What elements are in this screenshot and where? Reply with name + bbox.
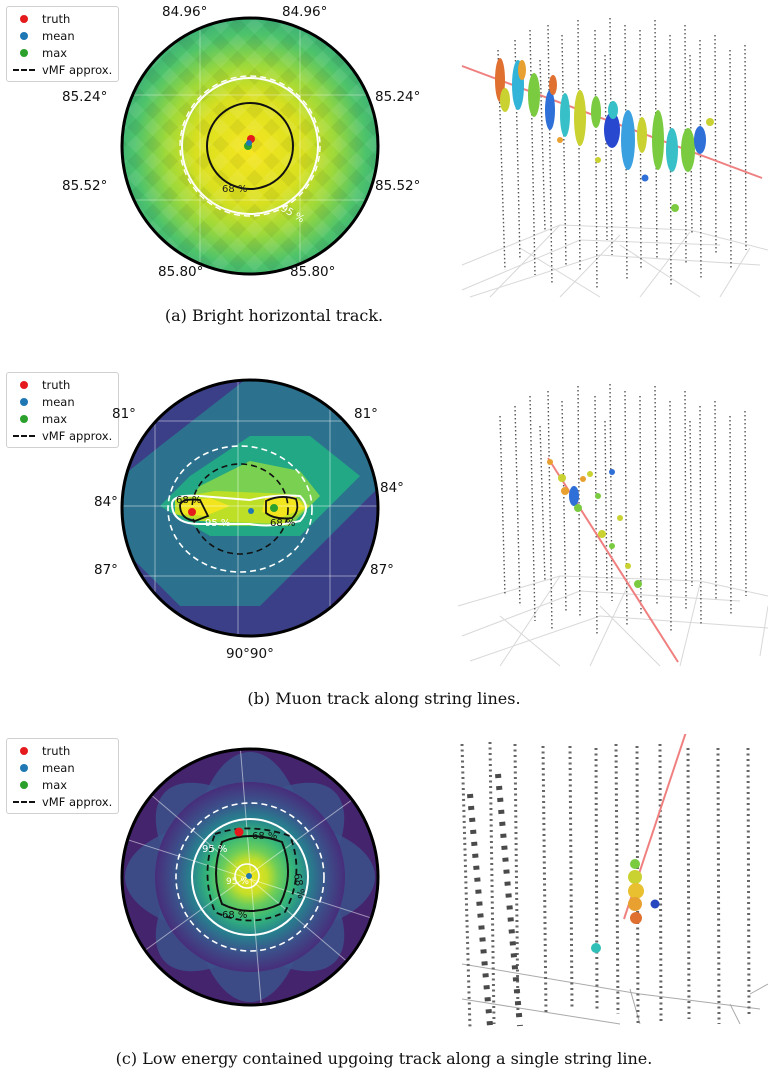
detector-c-hits <box>591 859 660 953</box>
panel-b: truth mean max vMF approx. <box>0 366 768 711</box>
truth-point-c <box>234 827 244 837</box>
contour-label-95-c-inner: 95 % <box>226 877 249 887</box>
contour-95-c <box>191 818 309 936</box>
tick-label: 87° <box>94 562 118 578</box>
tick-label: 85.52° <box>375 178 421 194</box>
contour-label-68-c-bottom: 68 % <box>222 910 247 921</box>
contour-inner-c <box>234 863 260 889</box>
tick-label: 85.80° <box>158 264 204 280</box>
contour-95-a <box>181 77 319 215</box>
vmf-95-c <box>175 802 325 952</box>
legend-item-truth: truth <box>13 742 112 759</box>
skymap-a-border <box>120 16 380 276</box>
caption-c: (c) Low energy contained upgoing track a… <box>116 1049 653 1068</box>
detector-c <box>460 734 768 1030</box>
legend: truth mean max vMF approx. <box>6 6 120 82</box>
contour-label-95-b: 95 % <box>205 518 230 529</box>
max-point-b <box>270 504 278 512</box>
skymap-b-border <box>120 378 380 638</box>
tick-label: 85.52° <box>62 178 108 194</box>
contour-label-68-b-left: 68 % <box>176 495 201 506</box>
contour-label-68-c-top: 68 % <box>252 831 277 842</box>
contour-label-95-c-left: 95 % <box>202 844 227 855</box>
detector-b-hits <box>547 459 642 588</box>
legend-item-mean: mean <box>13 27 112 44</box>
contour-68-b-left <box>179 498 210 522</box>
tick-label: 81° <box>354 406 378 422</box>
legend-item-truth: truth <box>13 10 112 27</box>
tick-label: 84° <box>380 480 404 496</box>
legend-item-mean: mean <box>13 393 112 410</box>
legend-item-vmf: vMF approx. <box>13 793 112 810</box>
vmf-95-a <box>179 75 321 217</box>
tick-label: 85.24° <box>62 89 108 105</box>
contour-95-b <box>170 494 307 527</box>
detector-b-floor-grid <box>457 575 768 667</box>
contour-68-c <box>215 835 290 912</box>
tick-label: 85.24° <box>375 89 421 105</box>
legend-item-max: max <box>13 44 112 61</box>
legend-item-vmf: vMF approx. <box>13 61 112 78</box>
mean-point-a <box>246 140 252 146</box>
skymap-b-heat <box>122 380 378 636</box>
mean-point-b <box>248 508 254 514</box>
skymap-a-grid <box>122 18 378 274</box>
tick-label: 87° <box>370 562 394 578</box>
vmf-68-c <box>206 827 298 922</box>
legend-item-truth: truth <box>13 376 112 393</box>
contour-68-a <box>206 102 294 190</box>
skymap-a-heat <box>122 18 378 274</box>
contour-label-68-a: 68 % <box>222 184 247 195</box>
detector-a-hits <box>495 58 714 212</box>
vmf-95-b <box>167 445 313 573</box>
legend: truth mean max vMF approx. <box>6 372 120 448</box>
tick-label: 81° <box>112 406 136 422</box>
tick-label: 85.80° <box>290 264 336 280</box>
legend-item-mean: mean <box>13 759 112 776</box>
legend: truth mean max vMF approx. <box>6 738 120 814</box>
detector-a-floor-grid <box>461 224 768 298</box>
detector-a <box>461 17 768 298</box>
panel-a: truth mean max vMF approx. <box>0 0 768 345</box>
skymap-c: 68 % 95 % 68 % 95 % 68 % <box>116 734 768 1068</box>
mean-point-c <box>246 873 252 879</box>
detector-c-front-strings <box>467 773 523 1027</box>
skymap-c-border <box>120 747 380 1007</box>
caption-a: (a) Bright horizontal track. <box>165 306 383 325</box>
tick-label: 84° <box>94 494 118 510</box>
detector-b-strings <box>499 383 747 637</box>
contour-68-b-right <box>265 496 299 520</box>
detector-c-floor-grid <box>461 963 768 1025</box>
legend-item-max: max <box>13 776 112 793</box>
truth-point-b <box>188 508 196 516</box>
detector-b <box>457 383 768 667</box>
tick-label: 84.96° <box>162 4 208 20</box>
legend-item-max: max <box>13 410 112 427</box>
tick-label: 90°90° <box>226 646 274 662</box>
tick-label: 84.96° <box>282 4 328 20</box>
skymap-b: 68 % 68 % 95 % <box>120 378 768 708</box>
skymap-c-heat <box>122 749 378 1005</box>
contour-label-68-c-right: 68 % <box>291 873 306 900</box>
panel-c: truth mean max vMF approx. <box>0 734 768 1079</box>
skymap-a: 68 % 95 % <box>120 16 768 325</box>
legend-item-vmf: vMF approx. <box>13 427 112 444</box>
contour-label-68-b-right: 68 % <box>270 518 295 529</box>
caption-b: (b) Muon track along string lines. <box>247 689 520 708</box>
